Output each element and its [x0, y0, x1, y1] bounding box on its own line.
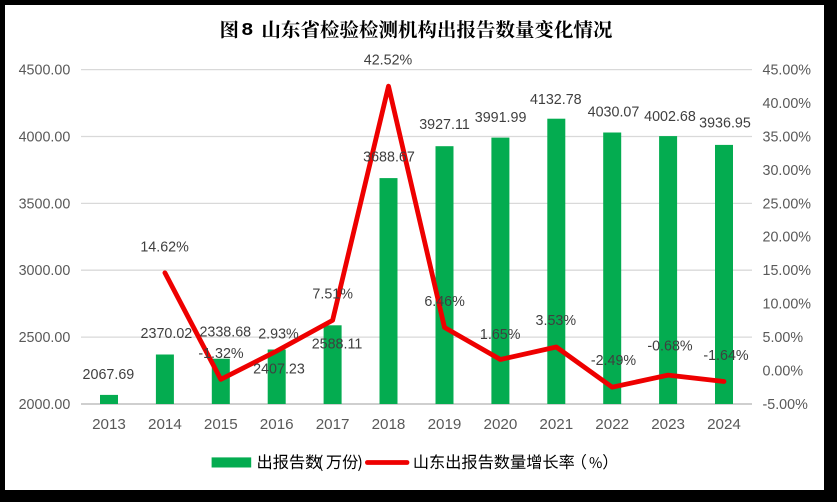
svg-text:2000.00: 2000.00 [19, 397, 71, 413]
svg-text:-0.68%: -0.68% [647, 338, 693, 354]
svg-text:3.53%: 3.53% [536, 313, 577, 329]
svg-text:2588.11: 2588.11 [312, 336, 363, 352]
svg-text:-1.32%: -1.32% [198, 346, 244, 362]
svg-text:8: 8 [242, 19, 254, 39]
svg-text:4000.00: 4000.00 [19, 129, 71, 145]
svg-text:30.00%: 30.00% [763, 163, 812, 179]
svg-text:7.51%: 7.51% [312, 287, 353, 303]
svg-text:2338.68: 2338.68 [199, 325, 251, 341]
svg-text:2020: 2020 [484, 416, 518, 433]
svg-text:2013: 2013 [92, 416, 126, 433]
svg-text:3000.00: 3000.00 [19, 263, 71, 279]
svg-text:-1.64%: -1.64% [703, 348, 749, 364]
svg-text:2022: 2022 [595, 416, 629, 433]
svg-text:4002.68: 4002.68 [644, 109, 696, 125]
svg-text:14.62%: 14.62% [140, 239, 189, 255]
svg-text:-2.49%: -2.49% [591, 353, 637, 369]
svg-text:2407.23: 2407.23 [253, 362, 305, 378]
svg-text:2067.69: 2067.69 [83, 367, 135, 383]
svg-text:2024: 2024 [707, 416, 741, 433]
svg-text:2370.02: 2370.02 [141, 326, 193, 342]
svg-text:3927.11: 3927.11 [419, 117, 470, 133]
svg-text:2018: 2018 [372, 416, 406, 433]
svg-text:2014: 2014 [148, 416, 182, 433]
svg-text:2015: 2015 [204, 416, 238, 433]
svg-text:10.00%: 10.00% [763, 297, 812, 313]
svg-text:2500.00: 2500.00 [19, 330, 71, 346]
svg-text:15.00%: 15.00% [763, 263, 812, 279]
svg-text:0.00%: 0.00% [763, 364, 804, 380]
svg-text:4030.07: 4030.07 [588, 105, 640, 121]
svg-text:42.52%: 42.52% [364, 53, 413, 69]
svg-text:2021: 2021 [539, 416, 573, 433]
svg-text:5.00%: 5.00% [763, 330, 804, 346]
svg-text:40.00%: 40.00% [763, 96, 812, 112]
svg-text:1.65%: 1.65% [480, 327, 521, 343]
svg-text:-5.00%: -5.00% [763, 397, 809, 413]
svg-text:3500.00: 3500.00 [19, 196, 71, 212]
svg-text:20.00%: 20.00% [763, 230, 812, 246]
svg-text:25.00%: 25.00% [763, 196, 812, 212]
svg-text:35.00%: 35.00% [763, 129, 812, 145]
svg-text:3991.99: 3991.99 [475, 110, 527, 126]
svg-text:4132.78: 4132.78 [530, 92, 582, 108]
svg-text:2019: 2019 [428, 416, 462, 433]
svg-text:3688.67: 3688.67 [363, 150, 415, 166]
svg-text:3936.95: 3936.95 [699, 115, 751, 131]
svg-text:2023: 2023 [651, 416, 685, 433]
svg-text:4500.00: 4500.00 [19, 63, 71, 79]
svg-text:2.93%: 2.93% [258, 327, 299, 343]
svg-text:2016: 2016 [260, 416, 294, 433]
svg-text:2017: 2017 [316, 416, 350, 433]
svg-text:45.00%: 45.00% [763, 63, 812, 79]
svg-text:6.46%: 6.46% [424, 294, 465, 310]
